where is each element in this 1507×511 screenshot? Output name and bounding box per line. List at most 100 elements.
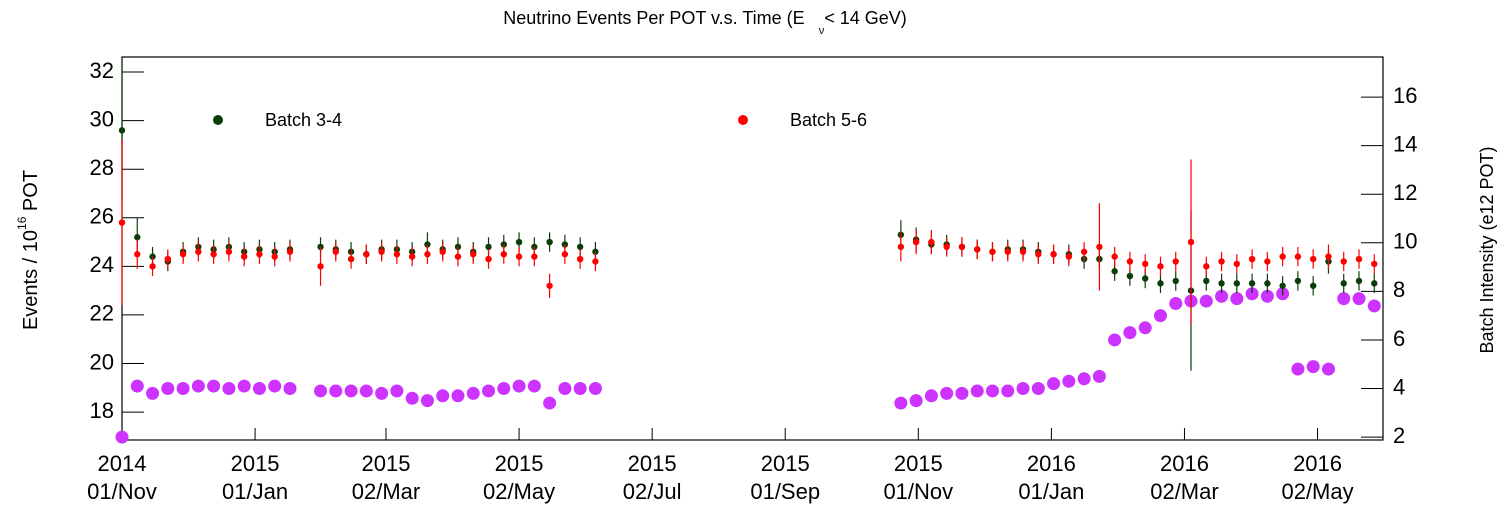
data-point xyxy=(974,246,981,253)
data-point xyxy=(1199,294,1213,308)
data-point xyxy=(1047,377,1061,391)
data-point xyxy=(1352,292,1366,306)
data-point xyxy=(130,379,144,393)
data-point xyxy=(1157,280,1164,287)
data-point xyxy=(1141,275,1149,282)
data-point xyxy=(1141,260,1149,268)
data-point xyxy=(576,255,584,263)
data-point xyxy=(1248,280,1256,287)
y-tick-label: 20 xyxy=(90,349,114,374)
data-point xyxy=(344,384,358,398)
data-point xyxy=(592,258,599,265)
data-point xyxy=(134,251,141,258)
x-tick-label: 01/Nov xyxy=(883,479,953,504)
data-point xyxy=(390,384,404,398)
data-point xyxy=(329,384,343,398)
data-point xyxy=(1218,258,1225,265)
data-point xyxy=(588,382,602,396)
chart-title: Neutrino Events Per POT v.s. Time (E ν< 1… xyxy=(503,8,906,37)
data-point xyxy=(1218,280,1225,287)
data-point xyxy=(207,379,221,393)
y-tick-label: 24 xyxy=(90,252,114,277)
data-point xyxy=(561,251,569,258)
data-point xyxy=(1111,253,1118,260)
data-point xyxy=(1187,238,1195,246)
data-point xyxy=(1123,326,1137,340)
data-point xyxy=(1294,277,1302,285)
data-point xyxy=(1264,258,1271,265)
x-tick-label: 2015 xyxy=(231,451,280,476)
x-tick-label: 2014 xyxy=(98,451,147,476)
data-point xyxy=(1325,253,1332,260)
data-point xyxy=(1126,258,1134,265)
data-point xyxy=(1203,263,1210,270)
data-point xyxy=(176,382,190,396)
data-point xyxy=(928,238,935,246)
data-point xyxy=(1031,382,1045,396)
data-point xyxy=(1215,289,1229,303)
data-point xyxy=(940,386,954,400)
data-point xyxy=(1355,277,1363,285)
data-point xyxy=(1172,258,1179,265)
y2-tick-label: 12 xyxy=(1393,180,1417,205)
data-point xyxy=(252,382,266,396)
data-point xyxy=(1260,289,1274,303)
data-point xyxy=(500,251,507,258)
data-point xyxy=(363,251,370,258)
data-point xyxy=(485,243,492,251)
data-point xyxy=(531,253,538,260)
y2-tick-label: 14 xyxy=(1393,131,1417,156)
data-point xyxy=(970,384,984,398)
data-point xyxy=(118,127,126,134)
data-point xyxy=(485,255,492,263)
data-point xyxy=(1077,372,1091,386)
x-tick-label: 02/May xyxy=(1281,479,1353,504)
data-point xyxy=(543,396,557,410)
data-point xyxy=(375,386,389,400)
data-point xyxy=(164,255,172,263)
data-point xyxy=(332,248,340,255)
data-point xyxy=(1004,248,1011,255)
data-point xyxy=(408,253,416,260)
title-text: Neutrino Events Per POT v.s. Time (E xyxy=(503,8,804,28)
x-tick-label: 01/Jan xyxy=(1018,479,1084,504)
data-point xyxy=(943,243,950,251)
legend-label: Batch 3-4 xyxy=(265,110,342,130)
y2-tick-label: 8 xyxy=(1393,277,1405,302)
x-tick-label: 2016 xyxy=(1160,451,1209,476)
y-axis-label: Events / 1016 POT xyxy=(15,170,42,330)
data-point xyxy=(1001,384,1015,398)
y2-axis-label: Batch Intensity (e12 POT) xyxy=(1477,146,1497,353)
data-point xyxy=(1233,260,1241,268)
data-point xyxy=(454,253,462,260)
data-point xyxy=(1080,248,1088,255)
data-point xyxy=(909,394,923,408)
data-point xyxy=(512,379,526,393)
data-point xyxy=(1245,287,1259,301)
legend-marker xyxy=(213,115,223,125)
data-point xyxy=(1371,280,1378,287)
data-point xyxy=(1111,268,1118,275)
data-point xyxy=(470,251,477,258)
data-point xyxy=(1172,277,1179,285)
data-point xyxy=(924,389,938,403)
x-tick-label: 2015 xyxy=(362,451,411,476)
data-point xyxy=(222,382,236,396)
x-tick-label: 01/Nov xyxy=(87,479,157,504)
data-point xyxy=(1248,255,1256,263)
x-tick-label: 2015 xyxy=(628,451,677,476)
title-text: < 14 GeV) xyxy=(824,8,907,28)
data-point xyxy=(286,248,294,255)
y2-tick-label: 16 xyxy=(1393,83,1417,108)
x-tick-label: 2015 xyxy=(894,451,943,476)
data-point xyxy=(515,253,523,260)
data-point xyxy=(271,253,278,260)
data-point xyxy=(1340,280,1347,287)
data-point xyxy=(989,248,996,255)
data-point xyxy=(985,384,999,398)
data-point xyxy=(1065,253,1073,260)
data-point xyxy=(576,243,584,251)
data-point xyxy=(317,263,324,270)
data-point xyxy=(1294,253,1302,260)
